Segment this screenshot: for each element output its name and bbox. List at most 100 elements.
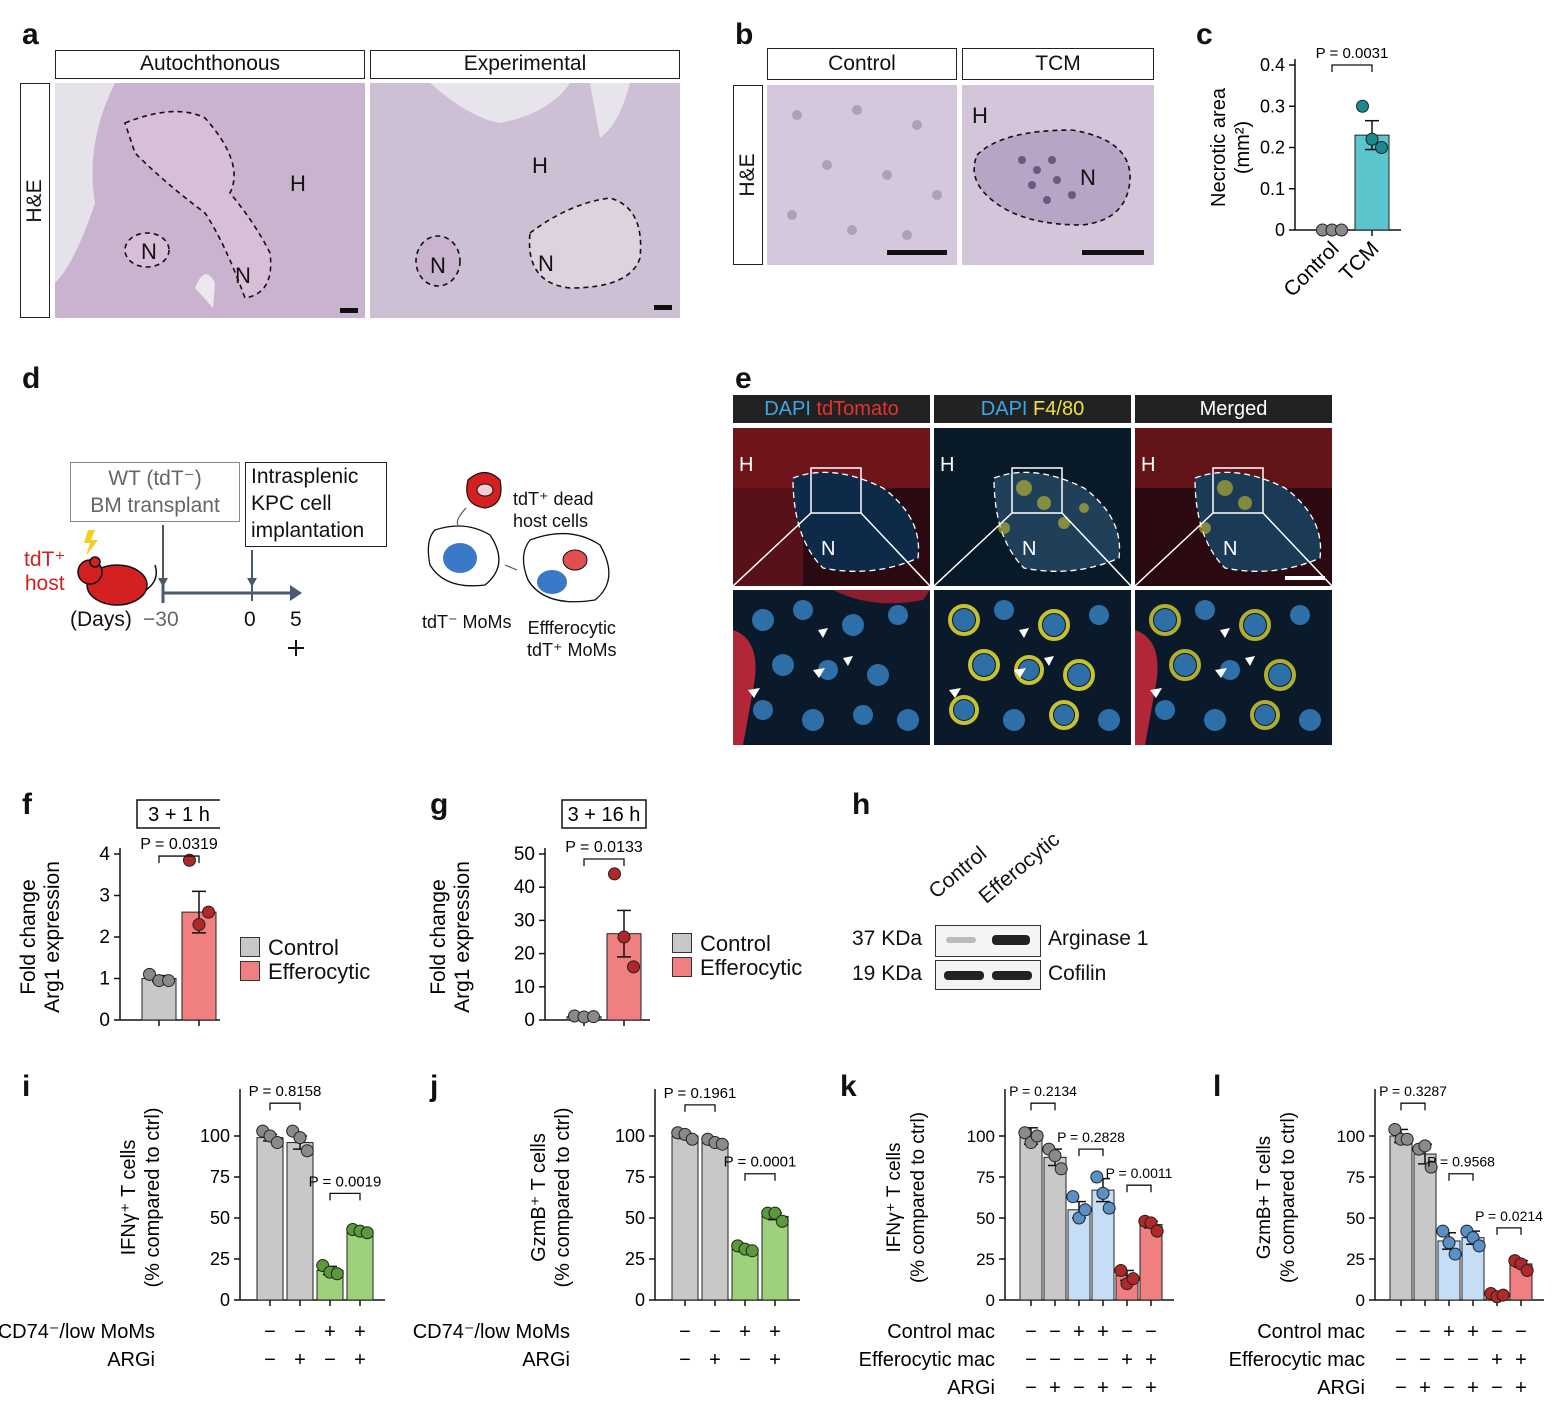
data-point [1018, 1126, 1032, 1140]
band-efferocytic [992, 971, 1032, 980]
band-control [944, 971, 984, 980]
legend-swatch-grey [240, 937, 260, 957]
y-tick-label: 25 [625, 1249, 645, 1269]
data-point [685, 1132, 699, 1146]
region-h-label: H [290, 171, 306, 196]
condition-value: − [1073, 1349, 1085, 1371]
condition-value: + [354, 1349, 366, 1371]
data-point [1335, 223, 1349, 237]
condition-value: + [1097, 1321, 1109, 1343]
condition-row-label: Early CD74⁻/low MoMs [410, 1321, 570, 1343]
data-point [1472, 1239, 1486, 1253]
panel-label-e: e [735, 362, 752, 395]
y-axis-label: IFNγ⁺ T cells [118, 1140, 140, 1256]
condition-value: − [1443, 1349, 1455, 1371]
panel-a-col1-header: Autochthonous [55, 50, 365, 79]
y-tick-label: 40 [514, 877, 535, 898]
panel-a-stain-text: H&E [23, 178, 46, 223]
kpc-implantation-box: Intrasplenic KPC cell implantation [245, 462, 387, 547]
host-line2: host [24, 572, 65, 595]
y-tick-label: 0.2 [1260, 138, 1285, 158]
fl-zoom-merged [1135, 590, 1332, 745]
significance-bracket [1448, 1173, 1474, 1181]
blot-arginase1 [935, 925, 1041, 957]
kpc-line2: KPC cell [251, 492, 332, 515]
y-tick-label: 1 [99, 969, 110, 990]
region-n-label: N [430, 253, 446, 278]
condition-row-label: ARGi [947, 1377, 995, 1399]
data-point [1355, 99, 1369, 113]
condition-value: − [1121, 1321, 1133, 1343]
condition-value: − [1073, 1377, 1085, 1399]
panel-a-stain-label: H&E [20, 83, 50, 318]
condition-row-label: Early CD74⁻/low MoMs [0, 1321, 155, 1343]
legend-f: Control Efferocytic [240, 936, 370, 984]
region-n-label: N [1223, 538, 1238, 560]
legend-label: Control [268, 935, 339, 960]
region-n-label: N [538, 251, 554, 276]
region-h-label: H [739, 454, 754, 476]
condition-value: + [1097, 1377, 1109, 1399]
data-point [1126, 1272, 1140, 1286]
panel-label-k: k [840, 1070, 857, 1103]
p-value-label: P = 0.0011 [1106, 1165, 1173, 1181]
condition-value: + [294, 1349, 306, 1371]
condition-value: − [1395, 1349, 1407, 1371]
p-value-label: P = 0.2134 [1009, 1083, 1077, 1099]
panel-label-d: d [22, 362, 41, 395]
p-value-label: P = 0.0001 [724, 1154, 797, 1171]
data-point [715, 1137, 729, 1151]
panel-e-header-1: DAPI tdTomato [733, 395, 930, 423]
condition-value: + [709, 1349, 721, 1371]
data-point [627, 960, 641, 974]
dead-cell-icon [456, 471, 502, 526]
data-point [1496, 1288, 1510, 1302]
panel-label-g: g [430, 788, 449, 821]
y-tick-label: 0.4 [1260, 55, 1285, 75]
condition-value: − [1025, 1349, 1037, 1371]
y-tick-label: 100 [967, 1127, 995, 1146]
panel-label-b: b [735, 18, 754, 51]
fl-image-f480: H N [934, 428, 1131, 586]
y-tick-label: 50 [976, 1209, 995, 1228]
data-point [1048, 1149, 1062, 1163]
category-label: TCM [1335, 237, 1383, 285]
data-point [142, 967, 156, 981]
condition-value: − [1145, 1321, 1157, 1343]
significance-bracket [583, 858, 625, 866]
condition-row-label: ARGi [522, 1349, 570, 1371]
bar [1413, 1153, 1437, 1301]
condition-value: − [679, 1321, 691, 1343]
data-point [182, 853, 196, 867]
condition-value: − [1419, 1349, 1431, 1371]
y-tick-label: 75 [976, 1168, 995, 1187]
y-tick-label: 0 [1275, 220, 1285, 240]
condition-value: − [1395, 1321, 1407, 1343]
y-tick-label: 0 [1356, 1291, 1365, 1310]
region-h-label: H [972, 103, 988, 128]
condition-row-label: ARGi [1317, 1377, 1365, 1399]
region-n-label: N [1022, 538, 1037, 560]
host-line1: tdT⁺ [24, 548, 66, 571]
condition-value: − [1491, 1377, 1503, 1399]
data-point [202, 905, 216, 919]
chart-j-gzmb: 0 25 50 75 100 GzmB⁺ T cells (% compared to ct… [410, 1085, 800, 1371]
y-tick-label: 20 [514, 944, 535, 965]
condition-value: − [264, 1321, 276, 1343]
significance-bracket [1078, 1148, 1104, 1157]
data-point [1066, 1190, 1080, 1204]
y-tick-label: 100 [200, 1126, 230, 1146]
condition-row-label: Control mac [887, 1321, 995, 1343]
condition-value: − [679, 1349, 691, 1371]
y-tick-label: 25 [976, 1250, 995, 1269]
y-tick-label: 0 [635, 1290, 645, 1310]
panel-e-header-3: Merged [1135, 395, 1332, 423]
he-image-control [767, 85, 957, 265]
bar [346, 1230, 374, 1301]
condition-value: − [264, 1349, 276, 1371]
band-control [946, 937, 976, 943]
y-tick-label: 0 [986, 1291, 995, 1310]
data-point [587, 1010, 601, 1024]
dead-host-cells-label: tdT⁺ dead host cells [513, 488, 594, 532]
data-point [270, 1136, 284, 1150]
